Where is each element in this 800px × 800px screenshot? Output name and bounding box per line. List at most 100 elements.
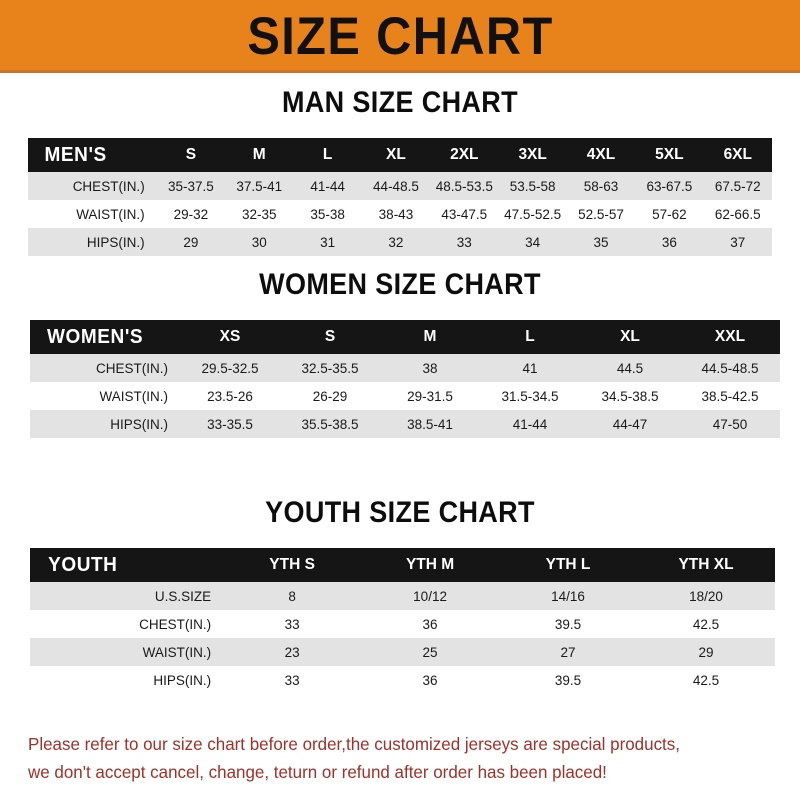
- men-measurement-value: 35-38: [310, 206, 345, 222]
- youth-measurement-value: 10/12: [413, 588, 447, 604]
- women-measurement-label: HIPS(IN.): [110, 416, 168, 432]
- men-size-column-header: M: [252, 146, 266, 163]
- women-size-column-header: M: [423, 328, 437, 345]
- youth-measurement-value: 8: [288, 588, 296, 604]
- youth-measurement-label: HIPS(IN.): [153, 672, 212, 688]
- table-row: WAIST(IN.) 23 25 27 29: [30, 638, 775, 666]
- men-measurement-value: 53.5-58: [509, 178, 556, 194]
- men-measurement-value: 57-62: [652, 206, 687, 222]
- men-table-header-row: MEN'S S M L XL 2XL 3XL 4XL 5XL 6XL: [28, 138, 772, 172]
- men-measurement-value: 32: [388, 234, 404, 250]
- youth-size-table: YOUTH YTH S YTH M YTH L YTH XL U.S.SIZE 8 10/12…: [30, 548, 775, 694]
- men-row-label-header: MEN'S: [44, 143, 107, 166]
- men-measurement-value: 52.5-57: [578, 206, 624, 222]
- man-section-title: MAN SIZE CHART: [281, 86, 519, 119]
- women-measurement-value: 38: [422, 360, 438, 376]
- page-banner: SIZE CHART: [0, 0, 800, 72]
- men-size-column-header: 5XL: [655, 146, 684, 163]
- women-size-column-header: XXL: [714, 328, 746, 345]
- youth-measurement-value: 27: [560, 644, 576, 660]
- men-measurement-value: 48.5-53.5: [435, 178, 493, 194]
- table-row: CHEST(IN.) 29.5-32.5 32.5-35.5 38 41 44.5 44.5…: [30, 354, 780, 382]
- men-size-column-header: 6XL: [723, 146, 752, 163]
- men-measurement-value: 29: [183, 234, 199, 250]
- men-measurement-value: 36: [661, 234, 677, 250]
- men-measurement-value: 44-48.5: [373, 178, 419, 194]
- women-measurement-value: 26-29: [312, 388, 348, 404]
- women-measurement-value: 44.5-48.5: [701, 360, 759, 376]
- table-row: WAIST(IN.) 29-32 32-35 35-38 38-43 43-47.5 47.…: [28, 200, 772, 228]
- men-measurement-value: 38-43: [378, 206, 414, 222]
- men-measurement-value: 33: [456, 234, 472, 250]
- men-measurement-label: HIPS(IN.): [86, 234, 145, 250]
- men-measurement-value: 47.5-52.5: [504, 206, 562, 222]
- women-measurement-value: 34.5-38.5: [601, 388, 659, 404]
- youth-table-header-row: YOUTH YTH S YTH M YTH L YTH XL: [30, 548, 775, 582]
- table-row: HIPS(IN.) 33 36 39.5 42.5: [30, 666, 775, 694]
- women-size-column-header: L: [525, 328, 535, 345]
- table-row: CHEST(IN.) 35-37.5 37.5-41 41-44 44-48.5 48.5…: [28, 172, 772, 200]
- footer-note-line-2: we don't accept cancel, change, teturn o…: [28, 762, 607, 782]
- men-measurement-value: 35: [593, 234, 609, 250]
- men-measurement-label: WAIST(IN.): [76, 206, 145, 222]
- men-size-column-header: 3XL: [518, 146, 547, 163]
- men-size-column-header: 2XL: [450, 146, 479, 163]
- youth-measurement-value: 23: [284, 644, 300, 660]
- table-row: U.S.SIZE 8 10/12 14/16 18/20: [30, 582, 775, 610]
- table-row: WAIST(IN.) 23.5-26 26-29 29-31.5 31.5-34.5 34…: [30, 382, 780, 410]
- women-measurement-value: 38.5-41: [407, 416, 453, 432]
- youth-size-column-header: YTH XL: [678, 556, 734, 573]
- youth-size-column-header: YTH M: [405, 556, 455, 573]
- women-measurement-value: 41: [522, 360, 538, 376]
- page-title: SIZE CHART: [246, 6, 554, 66]
- women-measurement-value: 29.5-32.5: [201, 360, 259, 376]
- men-size-column-header: 4XL: [586, 146, 616, 163]
- women-measurement-value: 33-35.5: [207, 416, 253, 432]
- table-row: HIPS(IN.) 29 30 31 32 33 34 35 36 37: [28, 228, 772, 256]
- table-row: HIPS(IN.) 33-35.5 35.5-38.5 38.5-41 41-44 44-…: [30, 410, 780, 438]
- men-measurement-value: 41-44: [310, 178, 345, 194]
- men-size-column-header: XL: [386, 146, 406, 163]
- men-measurement-value: 35-37.5: [167, 178, 214, 194]
- men-measurement-value: 67.5-72: [714, 178, 761, 194]
- women-measurement-value: 29-31.5: [407, 388, 453, 404]
- women-measurement-value: 41-44: [512, 416, 548, 432]
- men-measurement-value: 30: [251, 234, 267, 250]
- youth-measurement-value: 36: [422, 672, 438, 688]
- women-section-title: WOMEN SIZE CHART: [259, 268, 541, 301]
- youth-measurement-value: 25: [422, 644, 438, 660]
- men-measurement-value: 62-66.5: [714, 206, 761, 222]
- men-measurement-label: CHEST(IN.): [72, 178, 145, 194]
- footer-note: Please refer to our size chart before or…: [28, 730, 756, 786]
- women-measurement-value: 38.5-42.5: [701, 388, 759, 404]
- youth-measurement-label: WAIST(IN.): [142, 644, 212, 660]
- women-size-column-header: XL: [620, 328, 640, 345]
- men-measurement-value: 34: [525, 234, 541, 250]
- women-measurement-value: 23.5-26: [207, 388, 253, 404]
- youth-measurement-value: 29: [698, 644, 714, 660]
- youth-measurement-value: 42.5: [692, 616, 720, 632]
- banner-underline: [0, 70, 800, 73]
- women-measurement-value: 44-47: [612, 416, 648, 432]
- men-measurement-value: 37.5-41: [236, 178, 283, 194]
- women-measurement-value: 47-50: [712, 416, 748, 432]
- men-measurement-value: 63-67.5: [646, 178, 693, 194]
- youth-measurement-value: 36: [422, 616, 438, 632]
- men-measurement-value: 58-63: [583, 178, 619, 194]
- youth-measurement-value: 42.5: [692, 672, 720, 688]
- youth-row-label-header: YOUTH: [48, 553, 118, 576]
- women-measurement-value: 31.5-34.5: [501, 388, 559, 404]
- youth-measurement-label: CHEST(IN.): [139, 616, 212, 632]
- men-measurement-value: 37: [730, 234, 746, 250]
- men-measurement-value: 29-32: [173, 206, 209, 222]
- footer-note-line-1: Please refer to our size chart before or…: [28, 734, 680, 754]
- men-measurement-value: 43-47.5: [441, 206, 488, 222]
- youth-measurement-value: 14/16: [551, 588, 585, 604]
- men-size-column-header: L: [322, 146, 333, 163]
- table-row: CHEST(IN.) 33 36 39.5 42.5: [30, 610, 775, 638]
- women-size-column-header: S: [324, 328, 336, 345]
- men-size-table: MEN'S S M L XL 2XL 3XL 4XL 5XL 6XL CHEST(IN.) 35-37…: [28, 138, 772, 256]
- youth-measurement-value: 33: [284, 672, 300, 688]
- women-measurement-value: 44.5: [616, 360, 644, 376]
